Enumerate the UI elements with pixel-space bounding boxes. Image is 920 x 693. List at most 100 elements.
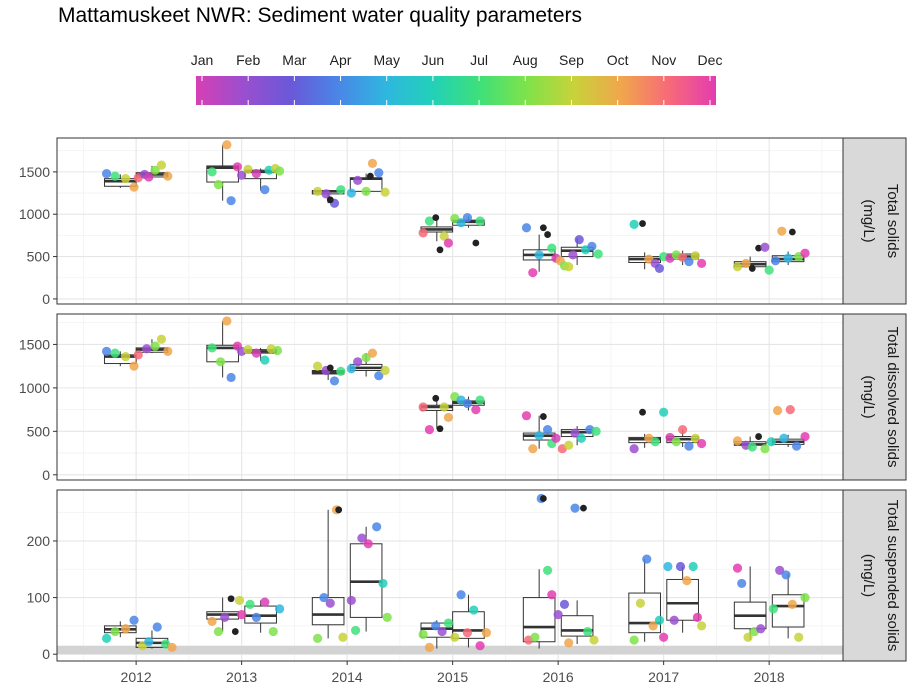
legend-month-label: Sep (559, 52, 584, 68)
data-point (150, 165, 160, 175)
data-point (521, 223, 532, 233)
data-point (268, 626, 278, 637)
data-point (418, 402, 428, 412)
data-point (372, 522, 382, 532)
data-point (213, 626, 224, 637)
data-point (156, 160, 167, 170)
data-point (325, 598, 335, 608)
boxplot (103, 621, 137, 638)
data-point (424, 216, 435, 226)
data-point (580, 504, 587, 512)
data-point (326, 364, 334, 372)
data-point (755, 244, 762, 252)
legend-month-label: Dec (698, 52, 723, 68)
data-point (361, 186, 371, 196)
data-point (800, 592, 810, 603)
y-tick-label: 1500 (19, 164, 50, 180)
data-point (443, 412, 454, 423)
data-point (639, 408, 646, 416)
data-point (678, 424, 688, 435)
data-point (692, 612, 703, 623)
data-point (260, 355, 270, 365)
data-point (787, 599, 797, 609)
data-point (663, 561, 673, 572)
legend-month-label: May (374, 52, 400, 68)
panel-background (57, 138, 843, 304)
data-point (659, 632, 669, 642)
data-point (110, 171, 120, 181)
data-point (576, 433, 586, 443)
data-point (367, 158, 378, 169)
data-point (747, 442, 757, 452)
data-point (593, 249, 603, 259)
legend-month-label: Feb (236, 52, 260, 68)
data-point (231, 628, 239, 635)
facet-strip-label: Total suspended solids (884, 500, 901, 652)
data-point (697, 621, 707, 631)
data-point (156, 334, 167, 344)
data-point (544, 231, 551, 238)
y-tick-label: 1000 (19, 206, 50, 222)
data-point (226, 372, 236, 383)
data-point (251, 612, 262, 623)
y-tick-label: 0 (42, 291, 50, 307)
data-point (380, 187, 390, 197)
data-point (346, 364, 356, 374)
data-point (756, 624, 766, 634)
data-point (456, 590, 466, 600)
data-point (237, 170, 247, 180)
data-point (688, 561, 698, 572)
data-point (245, 599, 255, 609)
y-tick-label: 200 (27, 533, 51, 549)
data-point (450, 632, 460, 642)
data-point (207, 167, 217, 177)
box-iqr (452, 611, 485, 639)
data-point (312, 361, 323, 371)
data-point (684, 257, 694, 267)
data-point (120, 351, 131, 362)
data-point (234, 595, 245, 606)
y-tick-label: 1500 (19, 336, 50, 352)
data-point (335, 506, 343, 514)
data-point (675, 561, 686, 572)
facet-strip (842, 489, 907, 662)
data-point (120, 624, 131, 634)
x-tick-label: 2012 (121, 669, 152, 685)
data-point (650, 437, 660, 447)
data-point (469, 605, 479, 615)
panel-background (57, 490, 843, 661)
y-tick-label: 0 (42, 467, 50, 483)
legend-month-label: Oct (607, 52, 629, 68)
data-point (547, 243, 557, 253)
data-point (635, 598, 646, 608)
data-point (697, 258, 707, 268)
data-point (366, 172, 374, 180)
data-point (424, 424, 435, 435)
data-point (152, 622, 162, 632)
data-point (353, 175, 363, 185)
data-point (374, 168, 384, 178)
legend-month-label: Jun (422, 52, 445, 68)
data-point (629, 219, 639, 229)
data-point (226, 196, 236, 206)
data-point (639, 220, 646, 227)
data-point (737, 578, 747, 589)
y-tick-label: 0 (42, 646, 50, 662)
data-point (559, 599, 570, 609)
data-point (732, 436, 743, 446)
detection-limit-band (57, 645, 843, 655)
x-tick-label: 2015 (437, 669, 468, 685)
data-point (213, 179, 224, 190)
data-point (150, 341, 160, 351)
data-point (794, 632, 804, 642)
x-tick-label: 2018 (754, 669, 785, 685)
data-point (732, 563, 743, 573)
data-point (791, 441, 802, 451)
data-point (583, 626, 593, 637)
y-tick-label: 500 (27, 249, 51, 265)
data-point (777, 226, 787, 236)
data-point (589, 635, 599, 645)
data-point (222, 316, 232, 326)
box-iqr (560, 615, 594, 637)
data-point (760, 444, 770, 454)
